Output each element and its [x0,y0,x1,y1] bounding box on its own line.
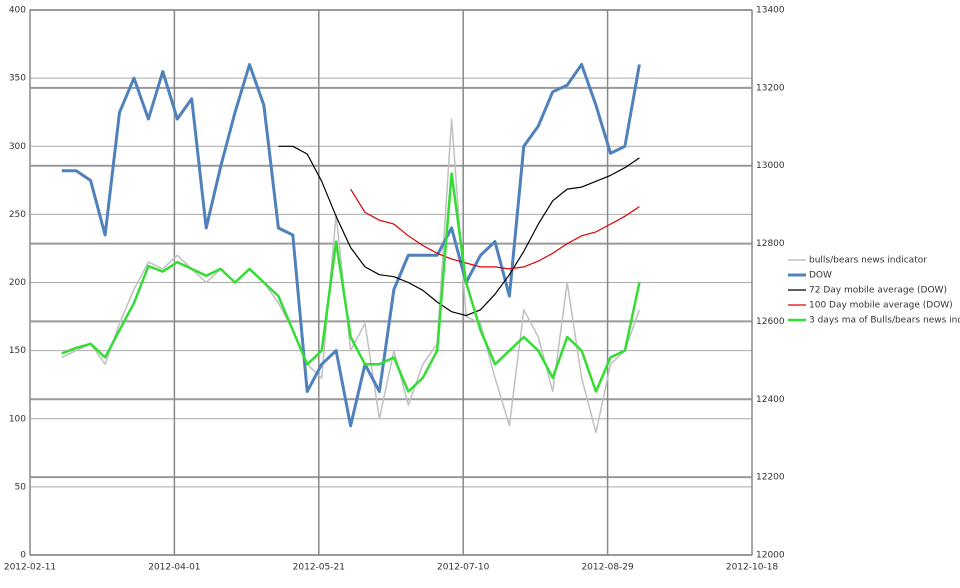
legend-label: DOW [809,271,832,281]
y-tick-label: 150 [9,346,26,356]
y2-tick-label: 13000 [756,161,785,171]
y-tick-label: 100 [9,414,26,424]
series-line [61,172,641,393]
y-tick-label: 250 [9,210,26,220]
series-line [61,63,641,428]
y-tick-label: 200 [9,278,26,288]
legend-label: 100 Day mobile average (DOW) [809,301,953,311]
legend-label: 3 days ma of Bulls/bears news indicator [809,316,960,326]
x-tick-label: 2012-07-10 [437,563,490,573]
x-tick-label: 2012-10-18 [726,563,779,573]
x-tick-label: 2012-02-11 [4,563,56,573]
y-tick-label: 350 [9,74,26,84]
x-tick-label: 2012-05-21 [293,563,345,573]
y2-tick-label: 13200 [756,83,785,93]
y-tick-label: 0 [20,551,26,561]
series-line [278,145,640,317]
y-tick-label: 50 [15,482,27,492]
y2-tick-label: 12600 [756,317,785,327]
y2-tick-label: 12000 [756,551,785,561]
y2-tick-label: 12400 [756,395,785,405]
y2-tick-label: 13400 [756,6,785,16]
y-tick-label: 300 [9,142,26,152]
series-line [61,118,641,434]
legend-label: bulls/bears news indicator [809,256,927,266]
x-tick-label: 2012-04-01 [148,563,200,573]
series-line [350,188,640,270]
y-tick-label: 400 [9,6,26,16]
x-tick-label: 2012-08-29 [581,563,634,573]
legend-label: 72 Day mobile average (DOW) [809,286,947,296]
y2-tick-label: 12800 [756,239,785,249]
y2-tick-label: 12200 [756,473,785,483]
